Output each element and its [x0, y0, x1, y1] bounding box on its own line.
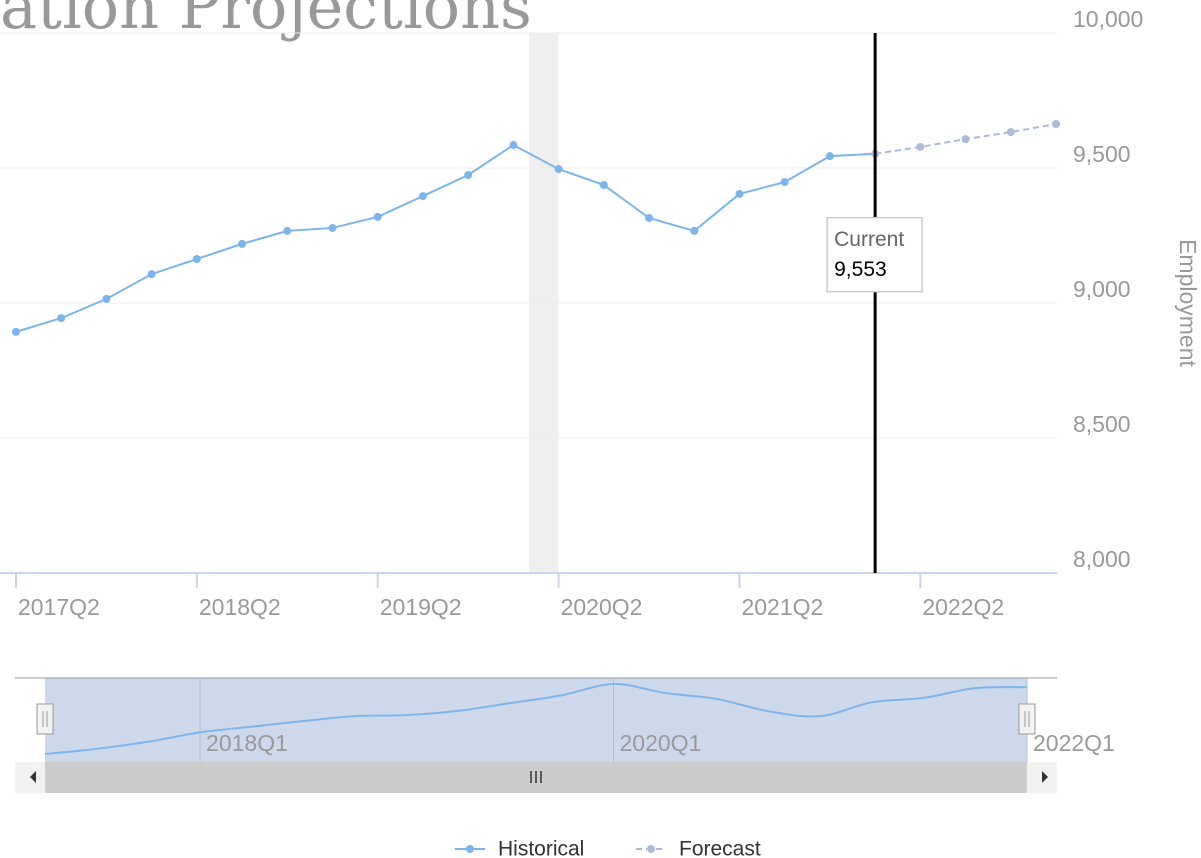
x-tick-label: 2019Q2	[380, 594, 462, 620]
data-point	[509, 141, 518, 150]
data-point	[645, 213, 654, 222]
scroll-left[interactable]	[30, 771, 36, 783]
y-tick-label: 9,000	[1073, 276, 1131, 302]
legend-item[interactable]: Historical	[455, 838, 584, 858]
x-tick-label: 2022Q2	[922, 594, 1004, 620]
series-line	[15, 143, 876, 333]
data-point	[1006, 128, 1015, 137]
data-point	[690, 226, 699, 235]
data-point	[1052, 119, 1060, 128]
data-point	[192, 254, 201, 263]
legend-dot	[647, 845, 655, 853]
data-point	[238, 239, 247, 248]
tooltip	[826, 216, 923, 293]
x-tick-label: 2021Q2	[741, 594, 823, 620]
x-tick-label: 2020Q2	[561, 594, 643, 620]
navigator-label: 2018Q1	[206, 730, 288, 756]
y-tick-label: 10,000	[1073, 6, 1143, 32]
data-point	[464, 171, 473, 180]
y-tick-label: 9,500	[1073, 141, 1131, 167]
x-tick-label: 2017Q2	[18, 594, 100, 620]
data-point	[283, 226, 292, 235]
legend-item[interactable]: Forecast	[636, 838, 761, 858]
navigator-label: 2020Q1	[620, 730, 702, 756]
data-point	[328, 223, 337, 232]
tooltip-label: Current	[834, 228, 904, 251]
y-axis-label: Employment	[1175, 239, 1201, 367]
legend-label: Historical	[498, 838, 584, 858]
data-point	[102, 294, 111, 303]
data-point	[961, 135, 970, 144]
data-point	[735, 189, 744, 198]
data-point	[916, 142, 925, 151]
navigator-handle[interactable]	[36, 703, 54, 735]
navigator-handle[interactable]	[1018, 703, 1036, 735]
navigator-mask	[45, 678, 1027, 762]
data-point	[12, 327, 20, 336]
tooltip-value: 9,553	[834, 258, 887, 281]
handle-box	[1018, 703, 1036, 735]
data-point	[147, 270, 156, 279]
y-tick-label: 8,000	[1073, 546, 1131, 572]
chart-title: ation Projections	[0, 0, 532, 43]
data-point	[554, 165, 563, 174]
legend-dot	[466, 845, 474, 853]
data-point	[418, 192, 427, 201]
x-tick-label: 2018Q2	[199, 594, 281, 620]
scroll-right[interactable]	[1042, 771, 1048, 783]
data-point	[780, 178, 789, 187]
legend-label: Forecast	[679, 838, 761, 858]
data-point	[599, 181, 608, 190]
data-point	[57, 314, 66, 323]
data-point	[825, 152, 834, 161]
y-tick-label: 8,500	[1073, 411, 1131, 437]
navigator-label: 2022Q1	[1033, 730, 1115, 756]
data-point	[373, 212, 382, 221]
scrollbar-grip	[530, 771, 542, 783]
navigator-line	[44, 682, 1028, 755]
handle-box	[36, 703, 54, 735]
